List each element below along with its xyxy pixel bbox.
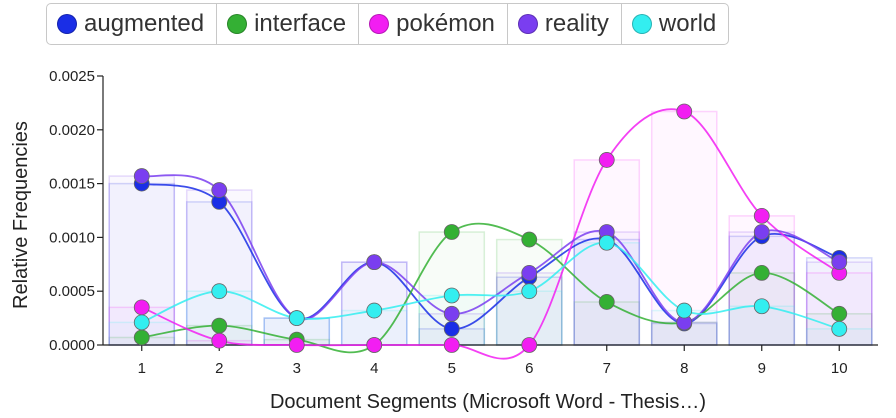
- data-point-2-4: [443, 337, 460, 353]
- data-point-4-6: [598, 234, 615, 251]
- series-line-0: [141, 182, 840, 330]
- data-point-1-5: [521, 231, 538, 248]
- legend-swatch-1: [227, 14, 248, 34]
- data-point-1-6: [598, 294, 615, 310]
- legend-label-2: pokémon: [396, 10, 495, 37]
- legend-label-4: world: [658, 10, 717, 37]
- y-tick-label-3: 0.0015: [49, 176, 95, 193]
- x-tick-label-9: 10: [831, 360, 848, 377]
- data-point-3-1: [211, 182, 228, 198]
- x-tick-label-7: 8: [680, 360, 688, 377]
- legend-item-0[interactable]: augmented: [47, 4, 218, 44]
- x-tick-label-1: 2: [215, 360, 223, 377]
- data-point-2-8: [753, 207, 770, 224]
- y-tick-label-1: 0.0005: [49, 283, 95, 300]
- legend-swatch-4: [631, 14, 652, 34]
- legend-swatch-0: [57, 14, 77, 34]
- data-point-2-2: [288, 337, 305, 353]
- data-point-1-0: [133, 329, 150, 346]
- data-point-3-4: [443, 305, 460, 322]
- data-point-4-9: [831, 320, 848, 337]
- legend-label-1: interface: [254, 10, 347, 37]
- legend-label-3: reality: [544, 10, 609, 37]
- x-tick-label-0: 1: [138, 360, 146, 377]
- data-point-0-4: [443, 320, 460, 337]
- x-tick-label-3: 4: [370, 360, 378, 377]
- x-tick-label-2: 3: [293, 360, 301, 377]
- data-point-2-1: [211, 332, 228, 349]
- data-point-3-3: [366, 254, 383, 271]
- data-point-2-6: [598, 152, 615, 168]
- series-line-3: [141, 174, 840, 324]
- data-point-4-4: [443, 287, 460, 304]
- legend-swatch-2: [369, 14, 390, 34]
- x-tick-label-4: 5: [448, 360, 456, 377]
- data-point-2-5: [521, 337, 538, 353]
- x-tick-label-8: 9: [758, 360, 766, 377]
- data-point-3-5: [521, 265, 538, 281]
- data-point-3-8: [753, 224, 770, 240]
- data-point-1-4: [443, 224, 460, 240]
- data-point-1-9: [831, 305, 848, 322]
- data-point-4-3: [366, 302, 383, 319]
- data-point-3-0: [133, 168, 150, 184]
- chart-legend: augmented interface pokémon reality world: [46, 3, 730, 45]
- data-point-4-5: [521, 283, 538, 300]
- series-line-4: [141, 241, 840, 330]
- data-point-3-9: [831, 254, 848, 271]
- y-tick-label-4: 0.0020: [49, 122, 95, 139]
- data-point-4-0: [133, 314, 150, 331]
- legend-item-2[interactable]: pokémon: [359, 4, 508, 44]
- legend-swatch-3: [517, 14, 538, 34]
- legend-item-1[interactable]: interface: [217, 4, 360, 44]
- data-point-4-1: [211, 283, 228, 300]
- legend-item-3[interactable]: reality: [508, 4, 622, 44]
- bar-4-6: [573, 242, 641, 346]
- data-point-4-8: [753, 298, 770, 315]
- series-line-1: [141, 222, 840, 354]
- points-layer: [133, 103, 848, 353]
- legend-label-0: augmented: [84, 10, 205, 37]
- legend-item-4[interactable]: world: [622, 4, 728, 44]
- y-axis-label: Relative Frequencies: [10, 121, 32, 309]
- data-point-1-8: [753, 265, 770, 281]
- x-axis-label: Document Segments (Microsoft Word - Thes…: [270, 391, 706, 413]
- data-point-4-2: [288, 310, 305, 327]
- x-tick-label-5: 6: [525, 360, 533, 377]
- data-point-1-1: [211, 317, 228, 334]
- x-tick-label-6: 7: [603, 360, 611, 377]
- y-tick-label-0: 0.0000: [49, 337, 95, 354]
- data-point-2-0: [133, 299, 150, 316]
- data-point-4-7: [676, 302, 693, 319]
- data-point-2-7: [676, 103, 693, 120]
- y-tick-label-5: 0.0025: [49, 68, 95, 85]
- data-point-2-3: [366, 337, 383, 353]
- y-tick-label-2: 0.0010: [49, 229, 95, 246]
